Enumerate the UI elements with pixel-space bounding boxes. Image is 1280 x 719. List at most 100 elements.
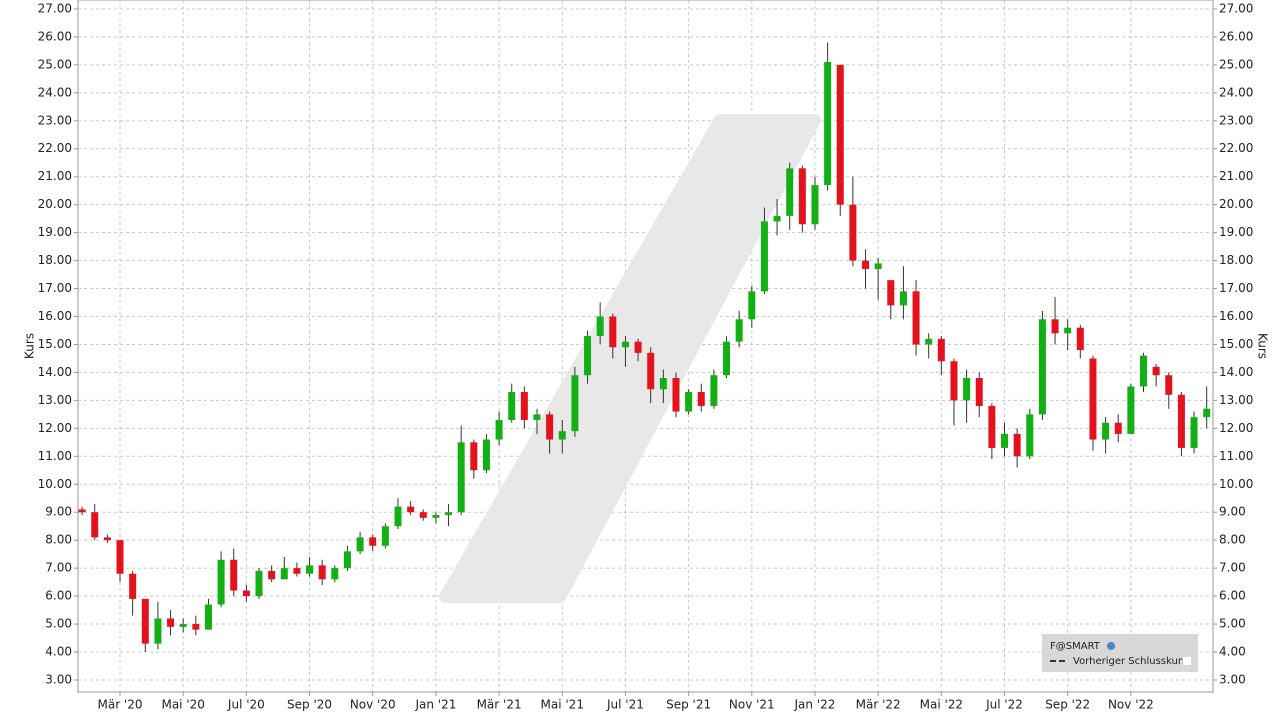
candle-body	[217, 559, 225, 605]
y2-tick-label: 17.00	[1219, 281, 1253, 295]
candle-body	[331, 568, 339, 580]
y-tick-label: 22.00	[38, 141, 72, 155]
x-tick-label: Jul '20	[227, 698, 265, 712]
candle-body	[773, 215, 781, 222]
candle-body	[723, 341, 731, 376]
y-axis-label: Kurs	[23, 333, 37, 359]
candle-body	[470, 442, 478, 471]
y-tick-label: 14.00	[38, 365, 72, 379]
candle-body	[1089, 358, 1097, 440]
candle-body	[129, 573, 137, 599]
x-tick-label: Mai '21	[541, 698, 584, 712]
y-tick-label: 12.00	[38, 421, 72, 435]
y2-tick-label: 25.00	[1219, 57, 1253, 71]
y2-tick-label: 27.00	[1219, 1, 1253, 15]
candle-body	[381, 526, 389, 546]
y-tick-label: 21.00	[38, 169, 72, 183]
x-tick-label: Mär '21	[477, 698, 522, 712]
candle-body	[255, 570, 263, 597]
candle-body	[925, 338, 933, 345]
x-tick-label: Nov '22	[1108, 698, 1154, 712]
candle-body	[268, 570, 276, 580]
candle-body	[862, 260, 870, 269]
candle-body	[584, 336, 592, 376]
candle-body	[849, 204, 857, 261]
x-tick-label: Jan '22	[794, 698, 836, 712]
candle-body	[1140, 355, 1148, 387]
candle-body	[91, 512, 99, 538]
y2-tick-label: 5.00	[1219, 617, 1246, 631]
candle-body	[1026, 414, 1034, 457]
y-tick-label: 27.00	[38, 1, 72, 15]
candle-body	[242, 590, 250, 597]
candle-body	[963, 378, 971, 401]
candle-body	[710, 375, 718, 406]
candle-body	[1203, 408, 1211, 418]
candle-body	[748, 291, 756, 320]
y2-tick-label: 20.00	[1219, 197, 1253, 211]
candle-body	[950, 361, 958, 401]
y-tick-label: 4.00	[45, 645, 72, 659]
y-tick-label: 23.00	[38, 113, 72, 127]
legend-checkbox[interactable]	[1183, 657, 1191, 665]
y-tick-label: 11.00	[38, 449, 72, 463]
candle-body	[558, 431, 566, 440]
y2-tick-label: 7.00	[1219, 561, 1246, 575]
candle-body	[634, 341, 642, 353]
candle-body	[697, 391, 705, 406]
y-tick-label: 24.00	[38, 85, 72, 99]
y-tick-label: 10.00	[38, 477, 72, 491]
watermark	[439, 114, 821, 603]
candle-body	[811, 185, 819, 225]
candle-body	[445, 512, 453, 516]
legend-reference: Vorheriger Schlusskurs	[1073, 656, 1187, 667]
candle-body	[937, 338, 945, 362]
candle-body	[824, 62, 832, 186]
candle-body	[1051, 319, 1059, 334]
candle-body	[735, 319, 743, 342]
x-tick-label: Nov '21	[729, 698, 775, 712]
candle-body	[508, 391, 516, 420]
y-tick-label: 20.00	[38, 197, 72, 211]
candle-body	[230, 559, 238, 591]
x-tick-label: Sep '20	[287, 698, 332, 712]
candle-body	[407, 506, 415, 513]
y2-tick-label: 18.00	[1219, 253, 1253, 267]
candle-body	[647, 352, 655, 390]
candle-body	[520, 391, 528, 420]
candle-body	[192, 624, 200, 630]
candle-body	[912, 291, 920, 345]
candle-body	[685, 391, 693, 412]
candle-body	[179, 624, 187, 627]
candle-body	[116, 540, 124, 574]
y2-tick-label: 8.00	[1219, 533, 1246, 547]
y-tick-label: 13.00	[38, 393, 72, 407]
y2-tick-label: 4.00	[1219, 645, 1246, 659]
candle-body	[1013, 433, 1021, 457]
y-tick-label: 19.00	[38, 225, 72, 239]
candle-body	[482, 439, 490, 471]
candle-body	[546, 414, 554, 440]
candle-body	[621, 341, 629, 348]
x-tick-label: Nov '20	[350, 698, 396, 712]
candle-body	[394, 506, 402, 527]
candle-body	[154, 618, 162, 644]
candle-body	[280, 568, 288, 580]
candle-body	[836, 64, 844, 205]
x-tick-label: Jul '21	[606, 698, 644, 712]
candle-body	[343, 551, 351, 569]
y-tick-label: 18.00	[38, 253, 72, 267]
candle-body	[306, 565, 314, 574]
y2-tick-label: 6.00	[1219, 589, 1246, 603]
y-tick-label: 25.00	[38, 57, 72, 71]
y2-tick-label: 3.00	[1219, 672, 1246, 686]
y-tick-label: 9.00	[45, 505, 72, 519]
y2-tick-label: 22.00	[1219, 141, 1253, 155]
candle-body	[369, 537, 377, 546]
candle-body	[887, 280, 895, 306]
candle-body	[457, 442, 465, 513]
candle-body	[988, 405, 996, 448]
candle-body	[533, 414, 541, 420]
candle-body	[318, 565, 326, 580]
